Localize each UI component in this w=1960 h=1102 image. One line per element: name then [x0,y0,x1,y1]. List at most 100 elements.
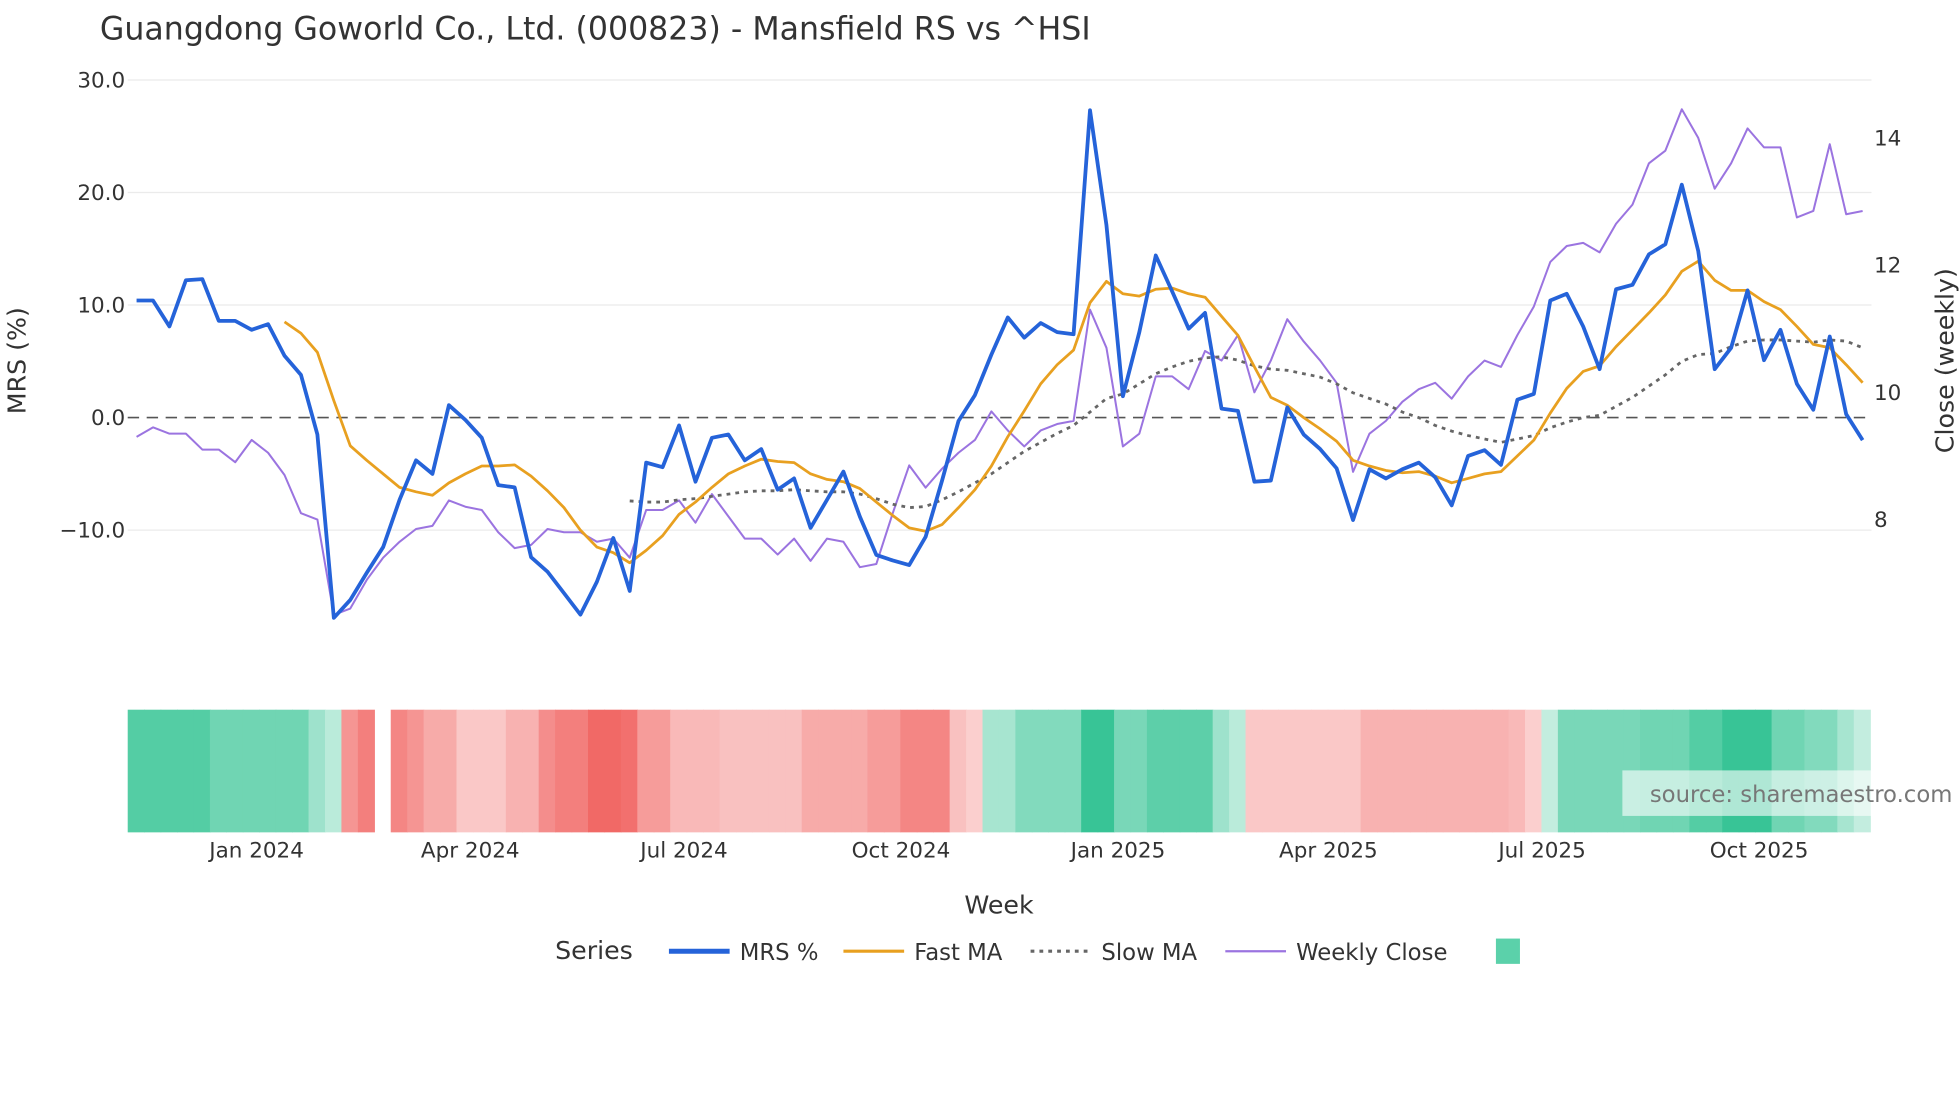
heatmap-cell [818,709,836,833]
heatmap-cell [1426,709,1444,833]
heatmap-cell [933,709,951,833]
series-line-weekly-close [136,108,1863,616]
heatmap-cell [538,709,556,833]
heatmap-cell [1064,709,1082,833]
heatmap-cell [1130,709,1148,833]
heatmap-cell [555,709,573,833]
heatmap-strip [127,709,1871,833]
heatmap-cell [883,709,901,833]
heatmap-cell [275,709,293,833]
heatmap-cell [423,709,441,833]
heatmap-cell [193,709,211,833]
heatmap-cell [801,709,819,833]
heatmap-cell [456,709,474,833]
heatmap-cell [1409,709,1428,833]
legend-item-weekly-close[interactable]: Weekly Close [1225,940,1447,966]
heatmap-cell [341,709,359,833]
heatmap-cell [1442,709,1460,833]
heatmap-cell [1294,709,1312,833]
heatmap-cell [1229,709,1247,833]
heatmap-cell [1590,709,1608,833]
legend-item-mrs[interactable]: MRS % [668,940,819,966]
heatmap-cell [472,709,490,833]
x-tick-label: Apr 2024 [421,839,520,864]
heatmap-cell [1492,709,1510,833]
y2-tick-label: 14 [1874,126,1901,151]
heatmap-cell [735,709,754,833]
y-tick-label: 10.0 [77,294,125,319]
heatmap-cell [670,709,688,833]
heatmap-cell [966,709,984,833]
heatmap-cell [1475,709,1493,833]
heatmap-cell [1344,709,1362,833]
heatmap-cell [834,709,852,833]
heatmap-cell [1574,709,1592,833]
grid [127,79,1872,531]
heatmap-cell [1360,709,1378,833]
heatmap-cell [177,709,195,833]
heatmap-cell [653,709,671,833]
heatmap-cell [1245,709,1263,833]
heatmap-cell [900,709,918,833]
legend-swatch-heatmap[interactable] [1495,938,1520,964]
legend-label-mrs: MRS % [740,940,819,966]
heatmap-cell [1081,709,1099,833]
heatmap-cell [1541,709,1559,833]
heatmap-cell [1163,709,1181,833]
x-axis-label: Week [964,890,1034,919]
axis-ticks: 30.0 20.0 10.0 0.0 −10.0 14 12 10 8 Jan 2024 Apr 2… [59,69,1901,864]
heatmap-cell [604,709,622,833]
series-line-slow-ma [629,338,1864,510]
heatmap-cell [1114,709,1132,833]
heatmap-cell [949,709,967,833]
heatmap-cell [1212,709,1230,833]
legend-label-weekly-close: Weekly Close [1296,940,1447,966]
heatmap-cell [620,709,638,833]
series-lines [136,108,1865,620]
heatmap-cell [571,709,589,833]
heatmap-cell [1278,709,1296,833]
heatmap-cell [768,709,786,833]
heatmap-cell [1557,709,1575,833]
legend-label-fast-ma: Fast MA [914,940,1003,966]
source-label: source: sharemaestro.com [1650,782,1953,808]
heatmap-cell [407,709,425,833]
y2-tick-label: 8 [1874,508,1888,533]
heatmap-cell [1015,709,1033,833]
heatmap-cell [1097,709,1115,833]
heatmap-cell [1327,709,1345,833]
heatmap-cell [851,709,869,833]
heatmap-cell [489,709,507,833]
heatmap-cell [505,709,523,833]
heatmap-cell [1377,709,1395,833]
y-tick-label: 0.0 [91,406,125,431]
legend-item-fast-ma[interactable]: Fast MA [843,940,1003,966]
heatmap-cell [1261,709,1280,833]
x-tick-label: Apr 2025 [1279,839,1378,864]
heatmap-cell [144,709,162,833]
heatmap-cell [390,709,408,833]
y-tick-label: 20.0 [77,181,125,206]
heatmap-cell [292,709,310,833]
heatmap-cell [242,709,260,833]
x-tick-label: Jan 2025 [1069,839,1166,864]
heatmap-cell [785,709,803,833]
heatmap-cell [982,709,1000,833]
y-tick-label: 30.0 [77,69,125,94]
y2-axis-label: Close (weekly) [1931,268,1960,453]
heatmap-cell [1508,709,1526,833]
x-tick-label: Oct 2025 [1710,839,1809,864]
heatmap-cell [998,709,1017,833]
heatmap-cell [916,709,934,833]
legend-item-slow-ma[interactable]: Slow MA [1030,940,1198,966]
heatmap-cell [752,709,770,833]
heatmap-cell [719,709,737,833]
chart-title: Guangdong Goworld Co., Ltd. (000823) - M… [100,12,1091,48]
heatmap-cell [637,709,655,833]
heatmap-cell [1196,709,1214,833]
heatmap-cell [226,709,244,833]
heatmap-cell [1459,709,1477,833]
heatmap-cell [686,709,704,833]
heatmap-cell [1179,709,1197,833]
x-tick-label: Oct 2024 [852,839,951,864]
